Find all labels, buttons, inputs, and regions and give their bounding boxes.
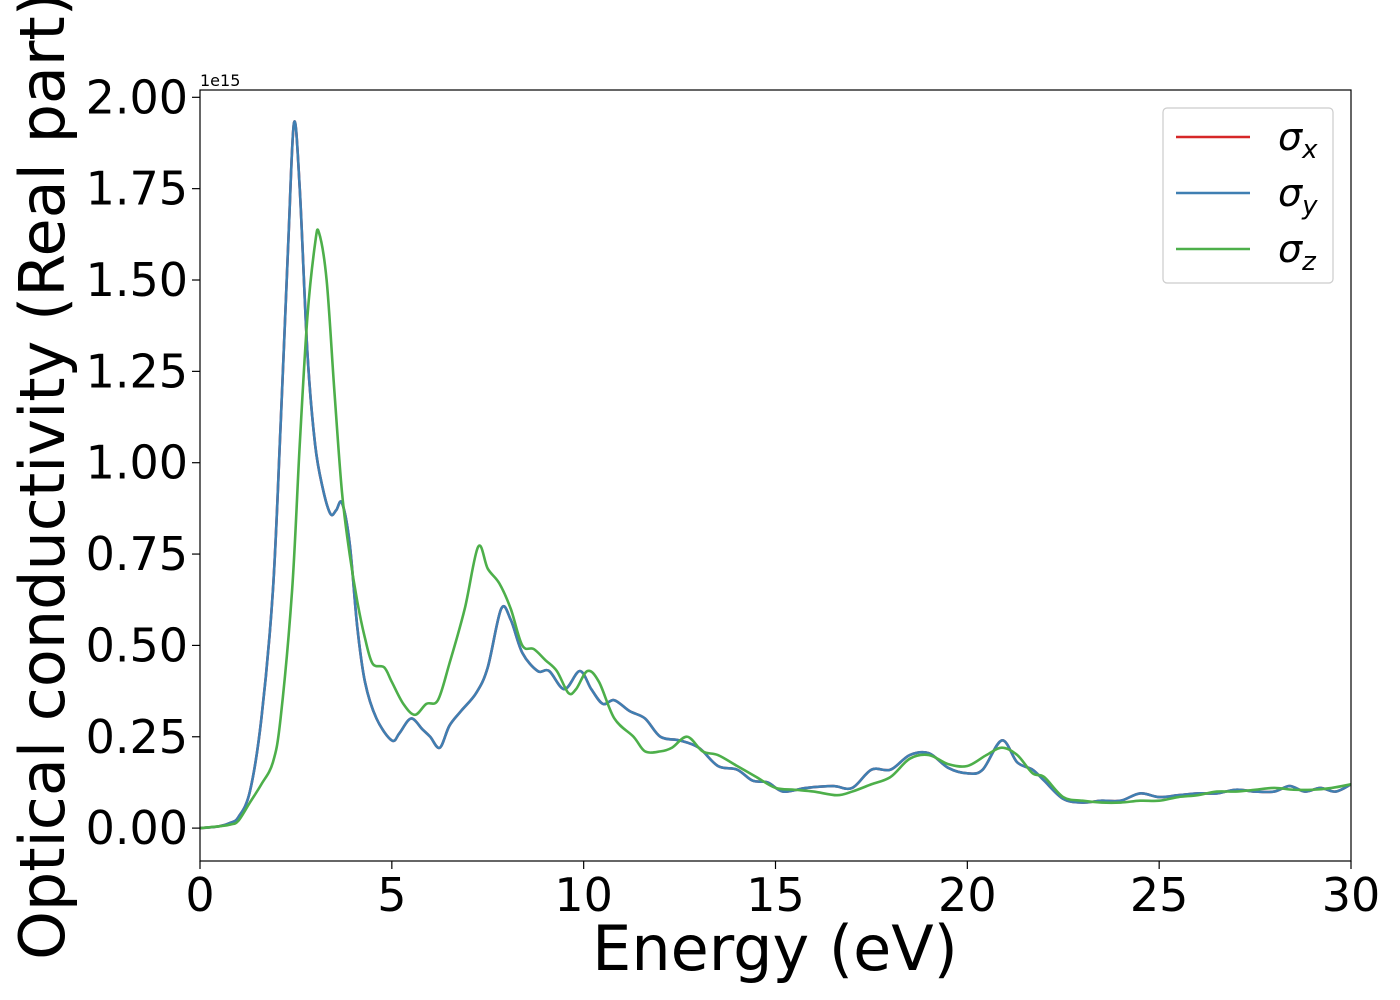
y-axis: 0.00 0.25 0.50 0.75 1.00 1.25 1.50 1.75 2.00 xyxy=(86,70,200,855)
x-tick-label: 0 xyxy=(185,868,214,922)
x-axis: 0 5 10 15 20 25 30 xyxy=(185,861,1380,922)
x-tick-label: 30 xyxy=(1322,868,1381,922)
y-tick-label: 0.75 xyxy=(86,527,188,581)
x-axis-label: Energy (eV) xyxy=(592,912,958,985)
y-offset-text: 1e15 xyxy=(200,71,240,90)
y-tick-label: 1.50 xyxy=(86,253,188,307)
legend-box xyxy=(1162,107,1334,284)
legend-label-z: σz xyxy=(1278,227,1317,277)
x-tick-label: 15 xyxy=(746,868,805,922)
x-tick-label: 5 xyxy=(377,868,406,922)
y-tick-label: 1.75 xyxy=(86,162,188,216)
y-tick-label: 1.25 xyxy=(86,344,188,398)
legend: σx σy σz xyxy=(1162,107,1334,284)
y-tick-label: 0.00 xyxy=(86,801,188,855)
x-tick-label: 20 xyxy=(938,868,997,922)
legend-label-x: σx xyxy=(1278,115,1318,165)
y-tick-label: 0.25 xyxy=(86,710,188,764)
y-tick-label: 2.00 xyxy=(86,70,188,124)
legend-label-y: σy xyxy=(1278,171,1318,221)
series-line-z xyxy=(200,228,1351,830)
series-line-y xyxy=(200,120,1351,830)
x-tick-label: 25 xyxy=(1130,868,1189,922)
series-lines xyxy=(200,120,1351,830)
y-tick-label: 0.50 xyxy=(86,618,188,672)
x-tick-label: 10 xyxy=(554,868,613,922)
y-axis-label: Optical conductivity (Real part) xyxy=(6,0,79,960)
y-tick-label: 1.00 xyxy=(86,436,188,490)
